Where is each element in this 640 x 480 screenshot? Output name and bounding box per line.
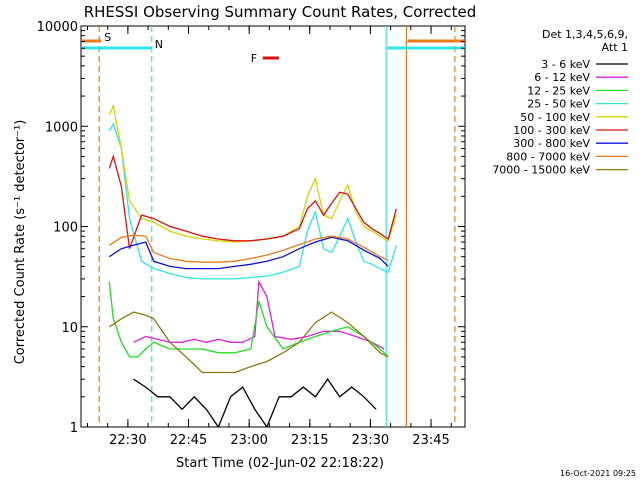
legend-label-800-7000-kev: 800 - 7000 keV [506, 150, 590, 163]
flag-label-f: F [251, 52, 257, 65]
flag-label-n: N [155, 38, 163, 51]
legend-label-3-6-kev: 3 - 6 keV [541, 58, 590, 71]
y-tick-label: 10000 [37, 20, 78, 35]
y-tick-label: 100 [53, 221, 78, 236]
y-axis-label: Corrected Count Rate (s⁻¹ detector⁻¹) [13, 120, 28, 365]
flag-label-s: S [104, 31, 111, 44]
legend-header-line-1: Det 1,3,4,5,6,9, [542, 28, 628, 41]
series-line-50-100-kev [108, 103, 397, 243]
y-tick-label: 1 [70, 421, 78, 436]
series-line-25-50-kev [108, 122, 397, 280]
series-line-3-6-kev [133, 378, 377, 427]
legend-label-300-800-kev: 300 - 800 keV [513, 137, 590, 150]
legend-label-25-50-kev: 25 - 50 keV [527, 98, 590, 111]
series-line-12-25-kev [108, 281, 389, 358]
x-tick-label: 22:30 [109, 433, 146, 448]
y-tick-label: 10 [61, 321, 78, 336]
series-lines [108, 103, 397, 427]
footer-date: 16-Oct-2021 09:25 [560, 469, 636, 478]
legend-label-7000-15000-kev: 7000 - 15000 keV [492, 164, 590, 177]
y-axis: 1 10 100 1000 10000 [37, 20, 465, 436]
x-axis: 22:30 22:45 23:00 23:15 23:30 23:45 [86, 26, 452, 448]
observing-flag-markers: S N F [81, 31, 465, 65]
series-line-6-12-kev [133, 279, 385, 350]
vertical-marker-lines [98, 26, 456, 427]
legend-label-100-300-kev: 100 - 300 keV [513, 124, 590, 137]
y-tick-label: 1000 [45, 120, 78, 135]
x-tick-label: 22:45 [170, 433, 207, 448]
series-line-800-7000-kev [108, 234, 389, 263]
x-tick-label: 23:00 [230, 433, 267, 448]
x-tick-label: 23:15 [291, 433, 328, 448]
legend-header-line-2: Att 1 [602, 41, 628, 54]
series-line-100-300-kev [108, 154, 397, 249]
chart-title: RHESSI Observing Summary Count Rates, Co… [84, 3, 477, 21]
x-tick-label: 23:45 [412, 433, 449, 448]
x-axis-label: Start Time (02-Jun-02 22:18:22) [176, 456, 384, 471]
legend-label-6-12-kev: 6 - 12 keV [534, 71, 590, 84]
legend-label-12-25-kev: 12 - 25 keV [527, 84, 590, 97]
x-tick-label: 23:30 [352, 433, 389, 448]
legend-label-50-100-kev: 50 - 100 keV [520, 111, 590, 124]
series-line-300-800-kev [108, 236, 389, 270]
series-line-7000-15000-kev [108, 311, 389, 374]
plot-frame [80, 25, 466, 428]
